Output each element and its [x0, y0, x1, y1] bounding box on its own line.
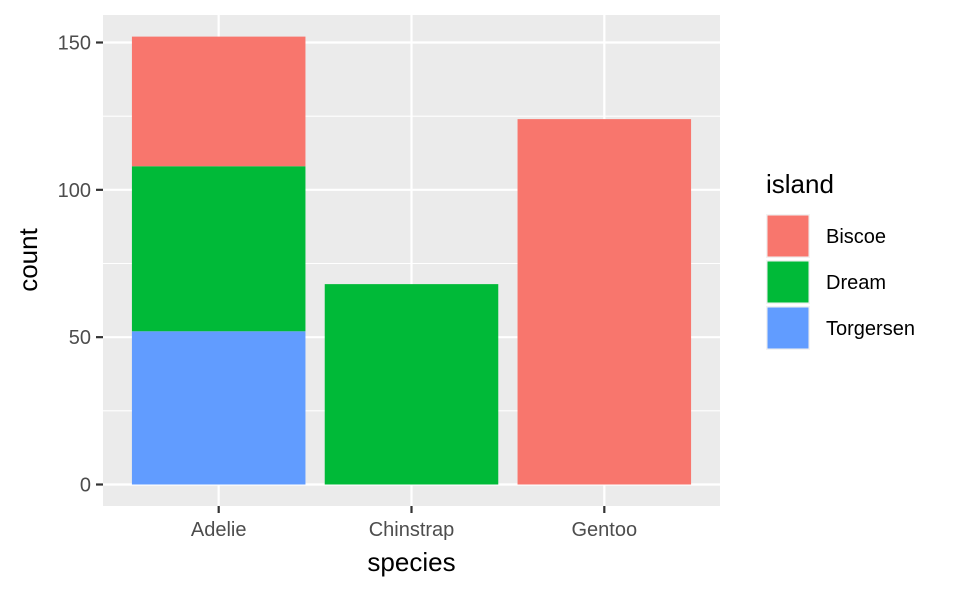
bar-adelie-biscoe	[131, 36, 306, 167]
legend-key-torgersen	[767, 307, 809, 349]
x-tick-label: Chinstrap	[369, 519, 455, 541]
legend-label-dream: Dream	[826, 272, 886, 294]
legend: Biscoe Dream Torgersen	[766, 214, 915, 350]
legend-key-biscoe	[767, 215, 809, 257]
bars	[131, 36, 692, 485]
bar-adelie-dream	[131, 166, 306, 332]
x-tick-label: Adelie	[191, 519, 247, 541]
bar-chinstrap-dream	[324, 284, 499, 485]
legend-title: island	[766, 169, 834, 199]
legend-label-biscoe: Biscoe	[826, 226, 886, 248]
y-tick-label: 100	[58, 180, 91, 202]
y-axis-title: count	[13, 227, 43, 291]
x-axis: Adelie Chinstrap Gentoo	[191, 506, 637, 541]
bar-gentoo-biscoe	[517, 119, 692, 485]
y-tick-label: 0	[80, 475, 91, 497]
y-tick-label: 150	[58, 33, 91, 55]
y-tick-label: 50	[69, 327, 91, 349]
y-axis: 0 50 100 150	[58, 33, 103, 497]
x-axis-title: species	[367, 547, 455, 577]
legend-label-torgersen: Torgersen	[826, 318, 915, 340]
x-tick-label: Gentoo	[572, 519, 638, 541]
bar-adelie-torgersen	[131, 331, 306, 485]
legend-key-dream	[767, 261, 809, 303]
